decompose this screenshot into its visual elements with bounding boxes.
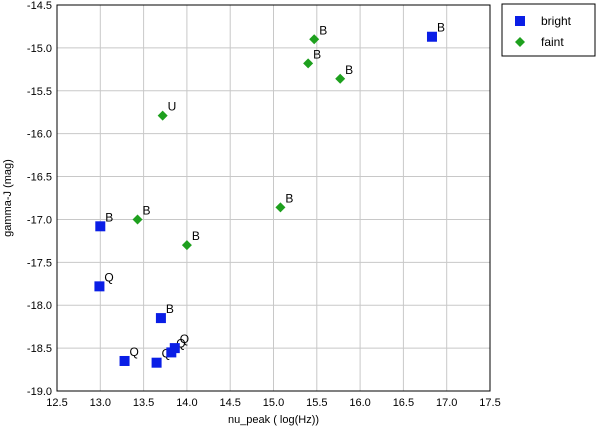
point-label: B <box>437 21 445 35</box>
point-label: Q <box>176 336 185 350</box>
y-tick-label: -16.0 <box>27 129 52 141</box>
point-label: B <box>192 229 200 243</box>
faint-point <box>181 240 192 251</box>
x-tick-label: 13.0 <box>90 397 111 409</box>
plot-frame <box>56 4 491 392</box>
bright-point <box>119 355 130 366</box>
bright-point <box>94 281 105 292</box>
legend-label-faint: faint <box>541 35 564 49</box>
faint-point <box>132 214 143 225</box>
x-tick-label: 16.0 <box>349 397 370 409</box>
y-tick-label: -15.5 <box>27 86 52 98</box>
point-label: B <box>143 203 151 217</box>
x-axis-ticks: 12.5 13.0 13.5 14.0 14.5 15.0 15.5 16.0 16.5 17.0… <box>46 397 500 409</box>
y-tick-label: -14.5 <box>27 0 52 12</box>
x-tick-label: 14.5 <box>219 397 240 409</box>
legend: bright faint <box>501 3 596 57</box>
y-axis-label: gamma-J (mag) <box>2 159 14 237</box>
point-label: U <box>168 100 177 114</box>
x-tick-label: 12.5 <box>46 397 67 409</box>
point-label: Q <box>180 332 189 346</box>
point-label: B <box>313 47 321 61</box>
y-tick-label: -17.0 <box>27 214 52 226</box>
x-axis-label: nu_peak ( log(Hz)) <box>228 414 319 426</box>
faint-point <box>275 202 286 213</box>
bright-point <box>426 31 437 42</box>
grid <box>56 4 491 392</box>
faint-point <box>309 34 320 45</box>
point-label: B <box>166 302 174 316</box>
faint-point <box>335 73 346 84</box>
x-tick-label: 13.5 <box>133 397 154 409</box>
legend-label-bright: bright <box>541 14 572 28</box>
x-tick-label: 16.5 <box>393 397 414 409</box>
point-label: B <box>285 191 293 205</box>
y-tick-label: -16.5 <box>27 172 52 184</box>
bright-point <box>155 313 166 324</box>
y-tick-label: -17.5 <box>27 257 52 269</box>
x-tick-label: 17.0 <box>436 397 457 409</box>
legend-marker-bright <box>515 16 525 26</box>
legend-marker-faint <box>515 37 525 47</box>
bright-point <box>95 221 106 232</box>
faint-point <box>157 110 168 121</box>
y-tick-label: -19.0 <box>27 386 52 398</box>
point-label: B <box>345 63 353 77</box>
point-label: B <box>319 23 327 37</box>
x-tick-label: 15.5 <box>306 397 327 409</box>
y-axis-ticks: -14.5 -15.0 -15.5 -16.0 -16.5 -17.0 -17.5 -18.0… <box>27 0 52 398</box>
legend-box <box>501 3 596 57</box>
point-label: Q <box>104 270 113 284</box>
faint-point <box>303 58 314 69</box>
point-label: Q <box>162 347 171 361</box>
point-label: B <box>105 210 113 224</box>
bright-point <box>169 343 180 354</box>
y-tick-label: -18.5 <box>27 343 52 355</box>
x-tick-label: 15.0 <box>263 397 284 409</box>
x-tick-label: 17.5 <box>479 397 500 409</box>
y-tick-label: -15.0 <box>27 43 52 55</box>
y-tick-label: -18.0 <box>27 300 52 312</box>
x-tick-label: 14.0 <box>176 397 197 409</box>
bright-point <box>151 357 162 368</box>
point-label: Q <box>130 345 139 359</box>
